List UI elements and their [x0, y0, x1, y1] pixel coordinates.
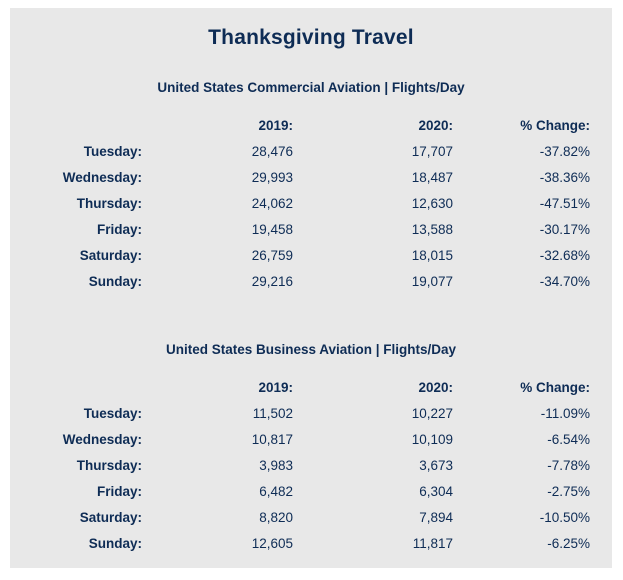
- value-2019: 24,062: [251, 195, 293, 211]
- day-label: Sunday:: [88, 535, 142, 551]
- value-2020: 10,109: [411, 431, 453, 447]
- table-commercial-aviation: 2019: 2020: % Change: Tuesday: 28,476 17…: [10, 112, 590, 294]
- value-change: -2.75%: [547, 483, 590, 499]
- value-2019: 29,993: [251, 169, 293, 185]
- value-change: -32.68%: [539, 247, 590, 263]
- day-label: Saturday:: [79, 247, 142, 263]
- value-2020: 6,304: [419, 483, 453, 499]
- table-row: Thursday: 24,062 12,630 -47.51%: [10, 190, 590, 216]
- day-label: Friday:: [96, 483, 142, 499]
- table-row: Saturday: 26,759 18,015 -32.68%: [10, 242, 590, 268]
- column-header-2020: 2020:: [418, 117, 453, 133]
- value-change: -34.70%: [539, 273, 590, 289]
- day-label: Saturday:: [79, 509, 142, 525]
- value-2020: 19,077: [411, 273, 453, 289]
- value-change: -7.78%: [547, 457, 590, 473]
- table-row: Sunday: 29,216 19,077 -34.70%: [10, 268, 590, 294]
- value-2020: 10,227: [411, 405, 453, 421]
- value-change: -47.51%: [539, 195, 590, 211]
- column-header-day: [10, 112, 142, 138]
- value-change: -6.25%: [547, 535, 590, 551]
- day-label: Wednesday:: [62, 431, 142, 447]
- page-title: Thanksgiving Travel: [208, 26, 414, 49]
- column-header-change: % Change:: [520, 117, 590, 133]
- value-2020: 3,673: [419, 457, 453, 473]
- day-label: Thursday:: [76, 195, 142, 211]
- column-header-change: % Change:: [520, 379, 590, 395]
- value-2019: 26,759: [251, 247, 293, 263]
- column-header-2019: 2019:: [258, 117, 293, 133]
- table-header-row: 2019: 2020: % Change:: [10, 374, 590, 400]
- value-2019: 3,983: [259, 457, 293, 473]
- table-row: Wednesday: 10,817 10,109 -6.54%: [10, 426, 590, 452]
- value-2019: 6,482: [259, 483, 293, 499]
- column-header-2019: 2019:: [258, 379, 293, 395]
- value-2019: 12,605: [251, 535, 293, 551]
- value-2019: 28,476: [251, 143, 293, 159]
- value-change: -38.36%: [539, 169, 590, 185]
- value-change: -11.09%: [540, 405, 590, 421]
- value-2020: 7,894: [419, 509, 453, 525]
- value-change: -37.82%: [539, 143, 590, 159]
- value-2019: 11,502: [252, 405, 293, 421]
- value-change: -10.50%: [539, 509, 590, 525]
- day-label: Sunday:: [88, 273, 142, 289]
- value-2020: 11,817: [412, 535, 453, 551]
- value-2020: 18,015: [411, 247, 453, 263]
- section-title-commercial: United States Commercial Aviation | Flig…: [157, 80, 465, 95]
- value-change: -6.54%: [547, 431, 590, 447]
- table-row: Thursday: 3,983 3,673 -7.78%: [10, 452, 590, 478]
- content-panel: Thanksgiving Travel United States Commer…: [10, 8, 612, 568]
- value-2019: 8,820: [259, 509, 293, 525]
- table-row: Tuesday: 11,502 10,227 -11.09%: [10, 400, 590, 426]
- value-2020: 13,588: [411, 221, 453, 237]
- value-change: -30.17%: [539, 221, 590, 237]
- day-label: Friday:: [96, 221, 142, 237]
- value-2019: 10,817: [251, 431, 293, 447]
- table-row: Friday: 19,458 13,588 -30.17%: [10, 216, 590, 242]
- table-row: Tuesday: 28,476 17,707 -37.82%: [10, 138, 590, 164]
- table-header-row: 2019: 2020: % Change:: [10, 112, 590, 138]
- day-label: Thursday:: [76, 457, 142, 473]
- day-label: Tuesday:: [83, 143, 142, 159]
- value-2019: 29,216: [251, 273, 293, 289]
- table-row: Saturday: 8,820 7,894 -10.50%: [10, 504, 590, 530]
- value-2020: 12,630: [411, 195, 453, 211]
- table-row: Friday: 6,482 6,304 -2.75%: [10, 478, 590, 504]
- section-title-business: United States Business Aviation | Flight…: [165, 342, 457, 357]
- value-2020: 17,707: [411, 143, 453, 159]
- table-row: Wednesday: 29,993 18,487 -38.36%: [10, 164, 590, 190]
- column-header-2020: 2020:: [418, 379, 453, 395]
- value-2019: 19,458: [251, 221, 293, 237]
- day-label: Wednesday:: [62, 169, 142, 185]
- table-row: Sunday: 12,605 11,817 -6.25%: [10, 530, 590, 556]
- value-2020: 18,487: [411, 169, 453, 185]
- day-label: Tuesday:: [83, 405, 142, 421]
- table-business-aviation: 2019: 2020: % Change: Tuesday: 11,502 10…: [10, 374, 590, 556]
- column-header-day: [10, 374, 142, 400]
